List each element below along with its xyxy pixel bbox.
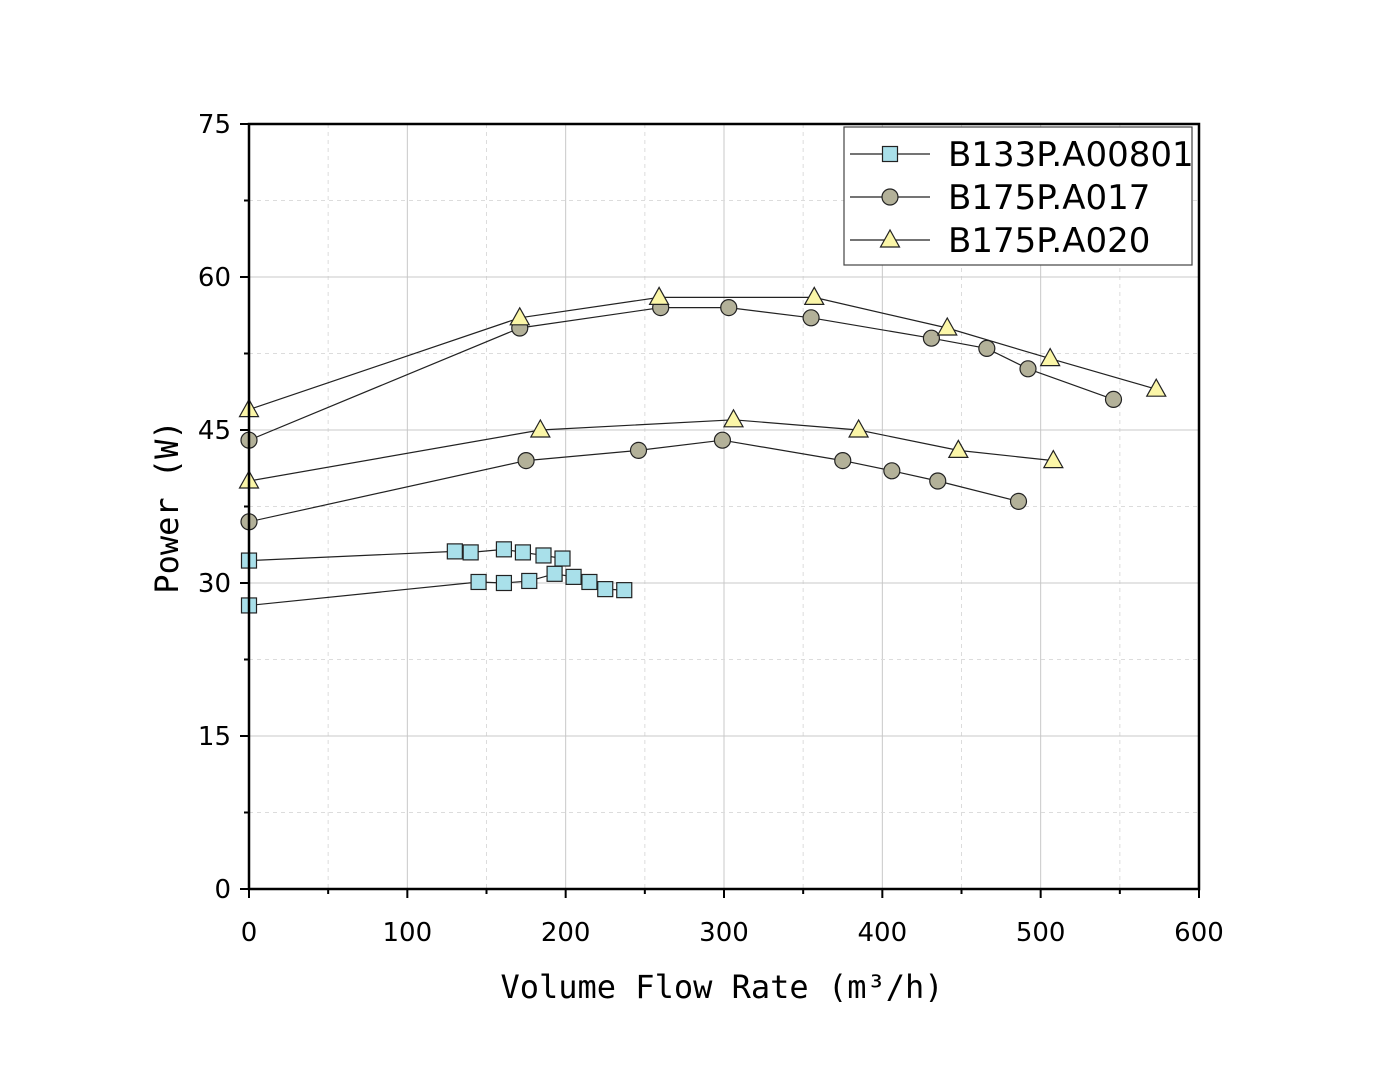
x-tick-label: 400 — [858, 918, 908, 948]
data-point — [616, 582, 633, 599]
data-point — [978, 339, 996, 357]
data-point — [883, 462, 901, 480]
data-point — [517, 452, 535, 470]
data-point — [535, 547, 552, 564]
data-point — [1009, 492, 1028, 510]
data-point — [1039, 347, 1061, 367]
data-point — [713, 431, 732, 449]
legend-label: B133P.A00801 — [948, 135, 1194, 175]
data-point — [546, 565, 563, 582]
x-tick-label: 0 — [241, 918, 258, 948]
data-point — [554, 550, 571, 567]
data-point — [581, 573, 598, 591]
grid — [249, 124, 1199, 889]
y-axis-title: Power (W) — [148, 420, 186, 593]
data-point — [509, 306, 531, 326]
series-circle — [240, 299, 1123, 531]
y-tick-label: 75 — [198, 110, 231, 140]
data-point — [470, 573, 487, 591]
series-triangle — [238, 286, 1167, 489]
x-tick-label: 100 — [383, 918, 433, 948]
axis-ticks: 0 100 200 300 400 500 600 0 15 30 45 60 75 — [198, 110, 1224, 948]
series-layer — [238, 286, 1167, 614]
data-point — [1104, 390, 1123, 408]
series-square — [240, 541, 633, 614]
data-point — [947, 439, 969, 458]
y-tick-label: 60 — [198, 263, 231, 293]
data-point — [446, 543, 463, 560]
legend-marker — [881, 145, 899, 163]
data-point — [648, 286, 670, 305]
legend-label: B175P.A017 — [948, 178, 1150, 218]
x-tick-label: 500 — [1016, 918, 1066, 948]
data-point — [521, 572, 538, 590]
y-tick-label: 45 — [198, 416, 231, 446]
y-tick-label: 30 — [198, 569, 231, 599]
data-point — [722, 408, 745, 428]
series-line — [248, 307, 1114, 441]
data-point — [629, 441, 648, 459]
data-point — [462, 544, 479, 561]
data-point — [802, 309, 820, 327]
data-point — [495, 541, 513, 558]
data-point — [1145, 377, 1167, 397]
legend-marker — [881, 188, 899, 206]
legend-label: B175P.A020 — [948, 221, 1150, 261]
legend-box — [843, 126, 1193, 266]
x-tick-label: 600 — [1174, 918, 1224, 948]
y-tick-label: 15 — [198, 722, 231, 752]
data-point — [529, 418, 551, 438]
y-tick-label: 0 — [214, 875, 231, 905]
data-point — [936, 316, 958, 336]
data-point — [929, 472, 947, 490]
data-point — [1042, 449, 1064, 469]
x-tick-label: 300 — [699, 918, 749, 948]
x-axis-title: Volume Flow Rate (m³/h) — [500, 968, 943, 1006]
data-point — [848, 418, 870, 438]
data-point — [495, 574, 513, 592]
data-point — [597, 581, 614, 598]
series-line — [248, 419, 1054, 482]
data-point — [1019, 360, 1037, 378]
data-point — [803, 286, 825, 305]
x-tick-label: 200 — [541, 918, 591, 948]
data-point — [565, 568, 582, 585]
data-point — [922, 329, 941, 347]
data-point — [834, 452, 852, 470]
data-point — [514, 544, 532, 561]
legend-marker — [879, 228, 901, 248]
data-point — [720, 299, 738, 317]
